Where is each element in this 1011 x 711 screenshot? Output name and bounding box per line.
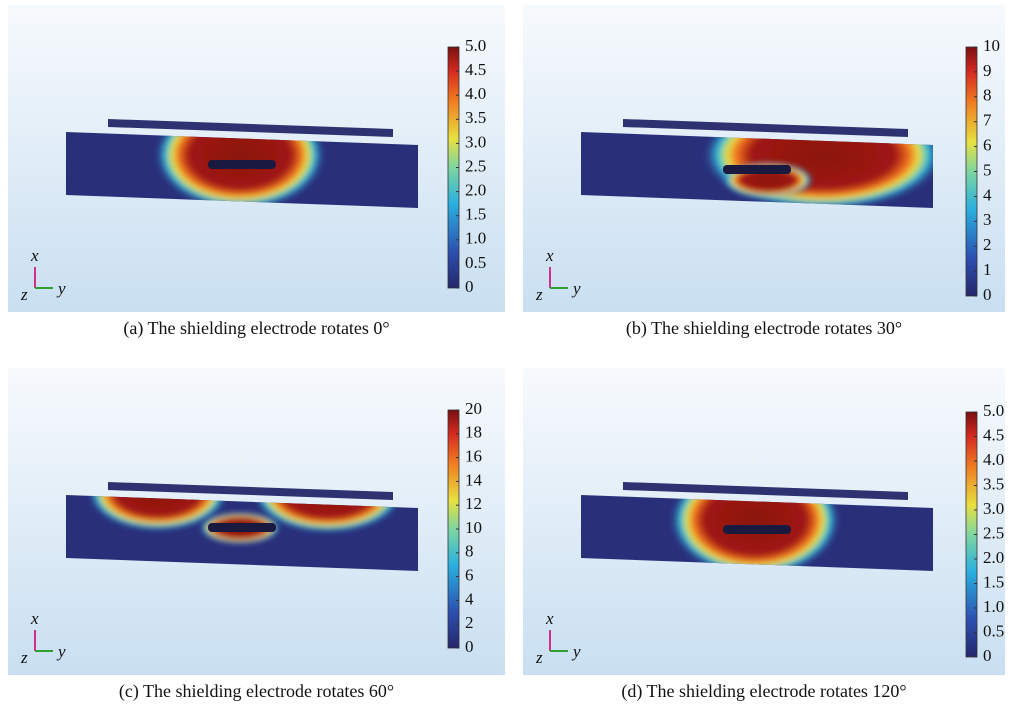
colorbar-tick-label: 18 <box>465 423 482 442</box>
colorbar-tick-label: 0.5 <box>983 621 1004 640</box>
caption: (b) The shielding electrode rotates 30° <box>626 318 902 339</box>
colorbar-tick-label: 2 <box>983 235 992 254</box>
panel: xy z 0 1 2 3 4 5 6 7 8 9 10 (b) The shielding electro… <box>523 5 1005 345</box>
axis-label: x <box>30 609 39 628</box>
colorbar-tick-label: 10 <box>465 518 482 537</box>
colorbar-tick-label: 2.5 <box>983 523 1004 542</box>
colorbar-tick-label: 5.0 <box>983 401 1004 420</box>
axis-label: z <box>535 648 543 667</box>
axis-label: y <box>571 642 581 661</box>
colorbar-tick-label: 3.5 <box>983 474 1004 493</box>
colorbar-tick-label: 5 <box>983 160 992 179</box>
axis-label: z <box>20 648 28 667</box>
colorbar-tick-label: 20 <box>465 399 482 418</box>
insert <box>208 160 276 169</box>
colorbar-tick-label: 12 <box>465 494 482 513</box>
insert <box>208 523 276 532</box>
insert <box>723 525 791 534</box>
colorbar-tick-label: 4.0 <box>983 450 1004 469</box>
colorbar-tick-label: 4 <box>465 589 474 608</box>
colorbar-tick-label: 2.5 <box>465 156 486 175</box>
colorbar-tick-label: 1.5 <box>465 205 486 224</box>
colorbar-tick-label: 1.0 <box>465 229 486 248</box>
panel: xy z 0 0.5 1.0 1.5 2.0 2.5 3.0 3.5 4.0 4.5 5.0 (a) Th… <box>8 5 505 345</box>
colorbar-tick-label: 2.0 <box>465 181 486 200</box>
colorbar-tick-label: 2 <box>465 613 474 632</box>
colorbar-tick-label: 16 <box>465 447 482 466</box>
colorbar-tick-label: 1.5 <box>983 572 1004 591</box>
colorbar-tick-label: 4 <box>983 185 992 204</box>
caption: (a) The shielding electrode rotates 0° <box>123 318 389 339</box>
colorbar-tick-label: 0 <box>465 277 474 296</box>
axis-label: z <box>20 285 28 304</box>
colorbar-tick-label: 1.0 <box>983 597 1004 616</box>
colorbar-tick-label: 4.5 <box>983 425 1004 444</box>
axis-label: x <box>30 246 39 265</box>
axis-label: y <box>571 279 581 298</box>
colorbar-tick-label: 6 <box>465 566 474 585</box>
colorbar-tick-label: 3.0 <box>465 132 486 151</box>
colorbar-tick-label: 6 <box>983 136 992 155</box>
panel: xy z 0 2 4 6 8 10 12 14 16 18 20 (c) The shielding el… <box>8 368 505 708</box>
colorbar-tick-label: 0.5 <box>465 253 486 272</box>
colorbar-tick-label: 2.0 <box>983 548 1004 567</box>
axis-label: y <box>56 642 66 661</box>
axis-label: y <box>56 279 66 298</box>
colorbar-tick-label: 14 <box>465 470 483 489</box>
colorbar-tick-label: 0 <box>983 646 992 665</box>
insert <box>723 165 791 174</box>
axis-label: x <box>545 246 554 265</box>
figure: {"panels": [ {"caption": "(a) The shield… <box>0 0 1011 711</box>
colorbar-tick-label: 7 <box>983 111 992 130</box>
colorbar-tick-label: 3 <box>983 210 992 229</box>
colorbar-tick-label: 1 <box>983 260 992 279</box>
caption: (c) The shielding electrode rotates 60° <box>119 681 394 702</box>
colorbar-tick-label: 3.5 <box>465 108 486 127</box>
colorbar-tick-label: 4.5 <box>465 60 486 79</box>
colorbar-tick-label: 8 <box>465 542 474 561</box>
colorbar-tick-label: 10 <box>983 36 1000 55</box>
caption: (d) The shielding electrode rotates 120° <box>621 681 906 702</box>
colorbar-tick-label: 0 <box>983 285 992 304</box>
colorbar-tick-label: 9 <box>983 61 992 80</box>
colorbar-tick-label: 8 <box>983 86 992 105</box>
colorbar-tick-label: 0 <box>465 637 474 656</box>
axis-label: z <box>535 285 543 304</box>
colorbar-tick-label: 5.0 <box>465 36 486 55</box>
axis-label: x <box>545 609 554 628</box>
panel: xy z 0 0.5 1.0 1.5 2.0 2.5 3.0 3.5 4.0 4.5 5.0 (d) Th… <box>523 368 1005 708</box>
colorbar-tick-label: 3.0 <box>983 499 1004 518</box>
colorbar-tick-label: 4.0 <box>465 84 486 103</box>
